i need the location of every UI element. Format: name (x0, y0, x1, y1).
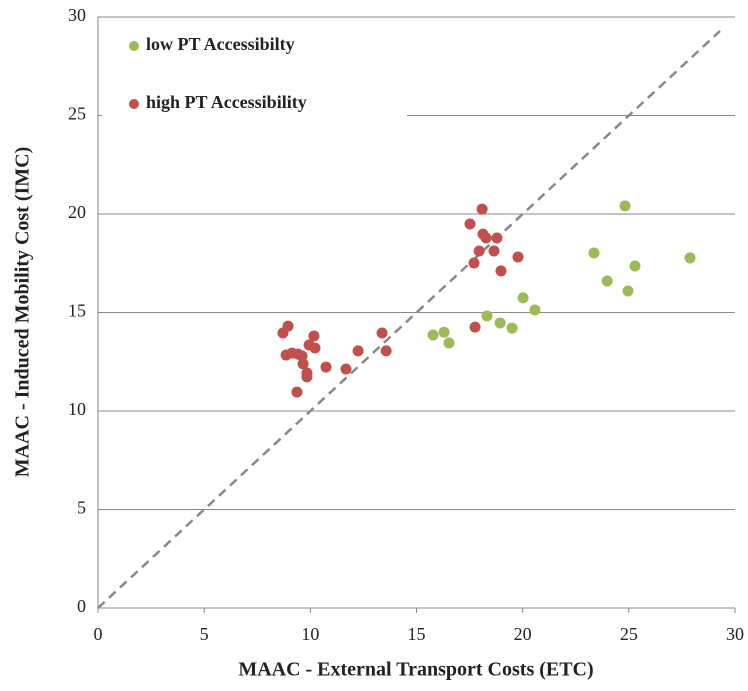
legend-box (102, 25, 407, 130)
x-tick-label: 25 (620, 624, 638, 644)
y-tick-label: 15 (68, 301, 86, 321)
point (629, 260, 641, 272)
x-tick-label: 20 (514, 624, 532, 644)
point (619, 200, 631, 212)
x-tick-label: 10 (301, 624, 319, 644)
point (506, 322, 518, 334)
point (481, 310, 493, 322)
x-tick-label: 5 (200, 624, 209, 644)
x-tick-label: 30 (726, 624, 744, 644)
point (427, 329, 439, 341)
point (601, 275, 613, 287)
point (622, 285, 634, 297)
point (352, 345, 364, 357)
point (517, 292, 529, 304)
x-tick-label: 15 (408, 624, 426, 644)
x-tick-label: 0 (94, 624, 103, 644)
point (309, 342, 321, 354)
y-tick-label: 20 (68, 202, 86, 222)
point (297, 358, 309, 370)
point (473, 245, 485, 257)
legend-marker (129, 99, 139, 109)
legend-label: high PT Accessibility (146, 92, 307, 112)
y-axis-title: MAAC - Induced Mobility Cost (IMC) (12, 147, 34, 478)
point (512, 251, 524, 263)
point (308, 330, 320, 342)
legend-label: low PT Accessibilty (146, 34, 295, 54)
point (480, 232, 492, 244)
y-tick-label: 25 (68, 104, 86, 124)
point (443, 337, 455, 349)
point (488, 245, 500, 257)
point (438, 326, 450, 338)
point (340, 363, 352, 375)
point (529, 304, 541, 316)
y-tick-label: 0 (77, 596, 86, 616)
y-tick-label: 5 (77, 498, 86, 518)
point (684, 252, 696, 264)
point (376, 327, 388, 339)
point (476, 203, 488, 215)
point (320, 361, 332, 373)
point (282, 320, 294, 332)
point (464, 218, 476, 230)
diagonal (97, 30, 721, 609)
point (491, 232, 503, 244)
point (495, 265, 507, 277)
point (588, 247, 600, 259)
y-tick-label: 10 (68, 399, 86, 419)
point (301, 371, 313, 383)
legend-marker (129, 41, 139, 51)
point (468, 257, 480, 269)
point (469, 321, 481, 333)
point (494, 317, 506, 329)
point (380, 345, 392, 357)
point (291, 386, 303, 398)
y-tick-label: 30 (68, 5, 86, 25)
x-axis-title: MAAC - External Transport Costs (ETC) (238, 659, 593, 681)
